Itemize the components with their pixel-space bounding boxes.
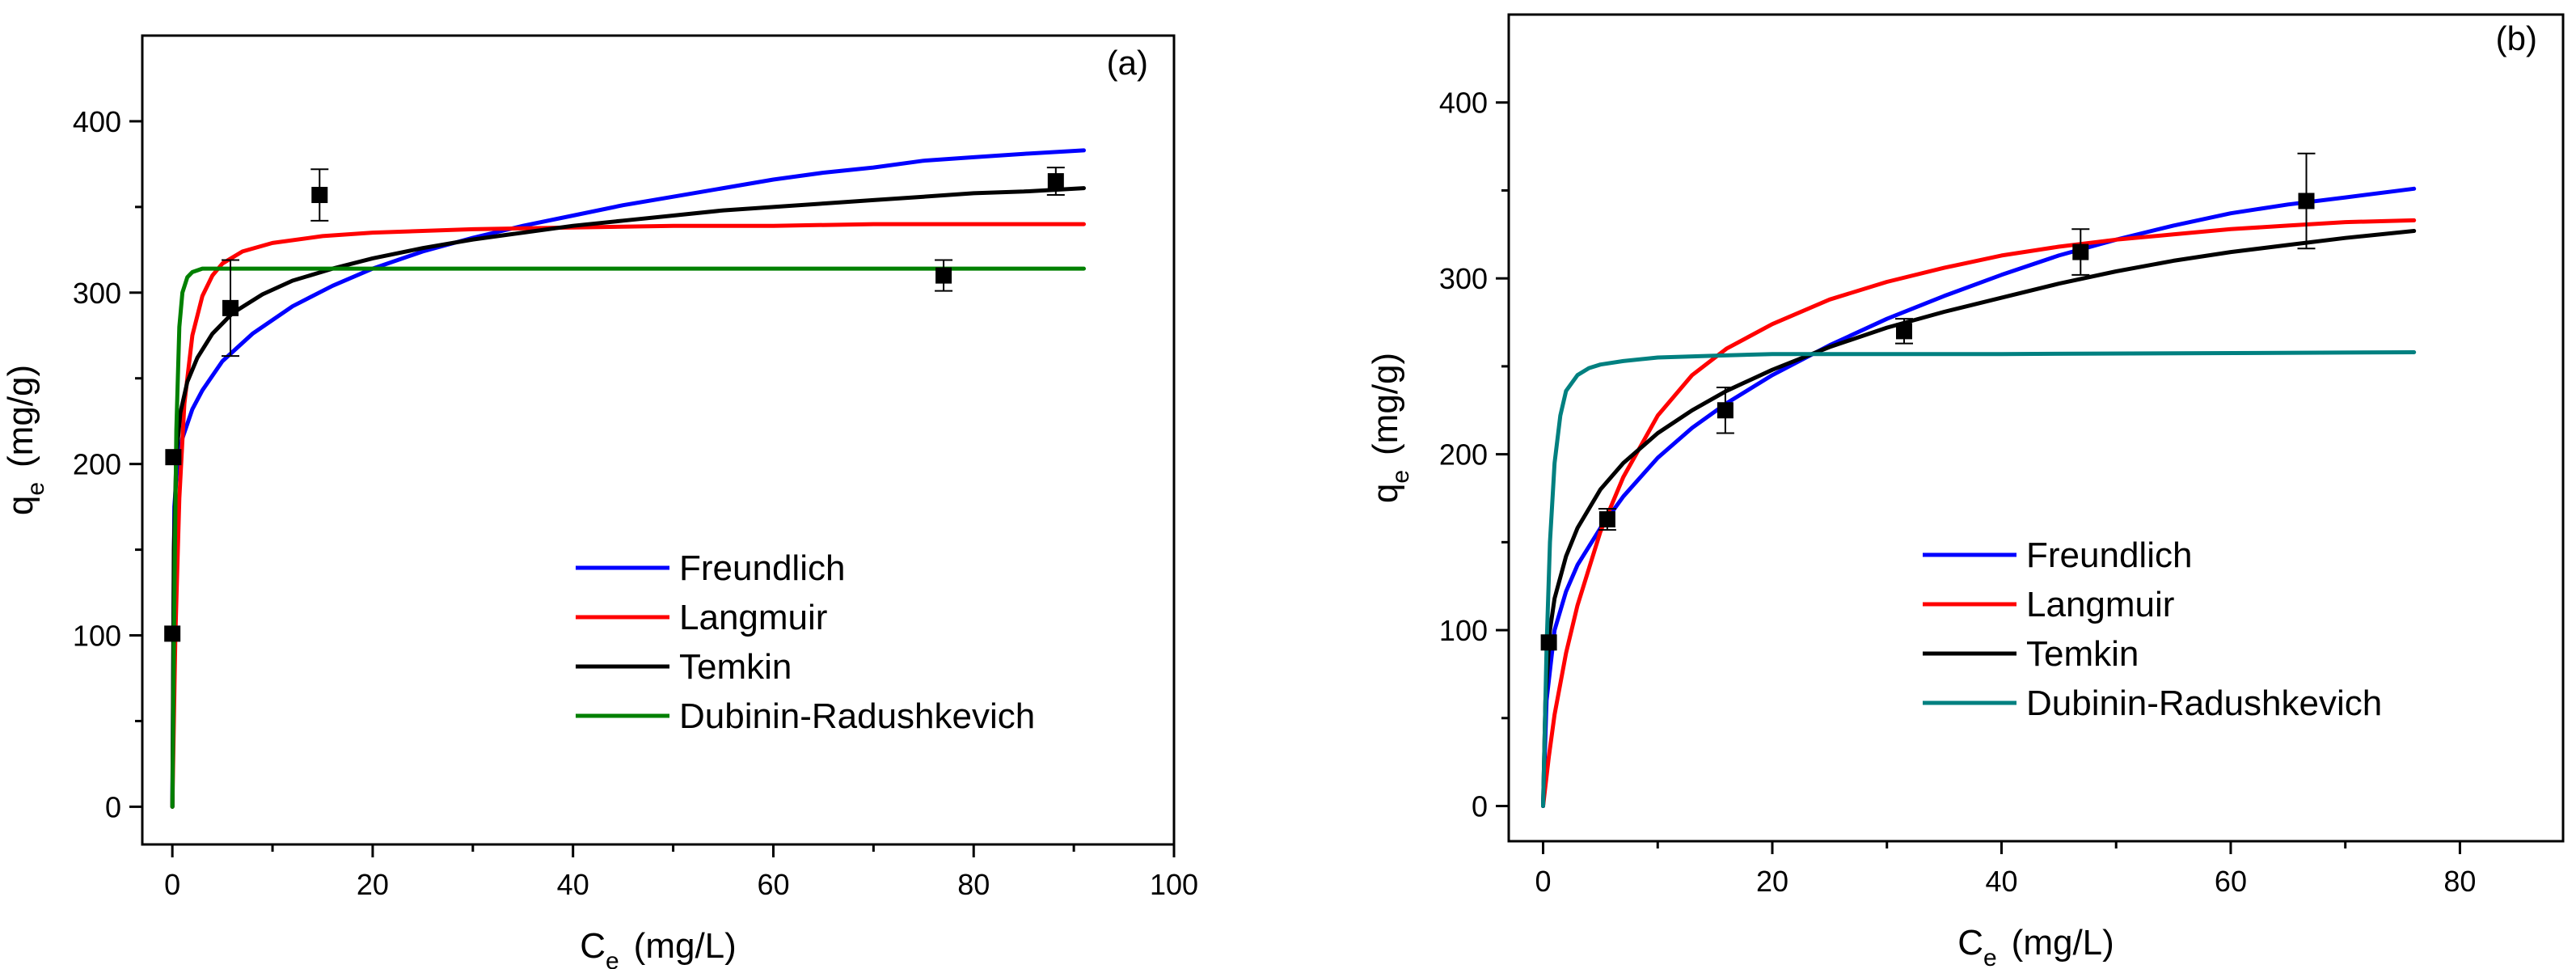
y-axis-title: qe(mg/g) xyxy=(1366,353,1414,503)
y-axis-title: qe(mg/g) xyxy=(1,365,49,515)
y-tick-label: 400 xyxy=(1439,87,1488,120)
legend-label: Langmuir xyxy=(2026,585,2174,624)
legend-label: Dubinin-Radushkevich xyxy=(679,696,1035,736)
data-point xyxy=(222,299,239,316)
chart-panel-a: 0 20 40 60 80 100 0 100 200 300 400 Freundlich Langm… xyxy=(1,34,1198,969)
x-axis-title: Ce (mg/L) xyxy=(1957,923,2114,969)
fit-curve-dubinin-radushkevich xyxy=(170,266,1086,809)
x-tick-label: 60 xyxy=(757,868,789,901)
plot-area xyxy=(1541,186,2417,808)
panel-label: (b) xyxy=(2496,19,2537,57)
x-tick-label: 0 xyxy=(1535,865,1552,898)
x-tick-label: 40 xyxy=(557,868,589,901)
legend-label: Langmuir xyxy=(679,598,827,637)
legend-label: Freundlich xyxy=(2026,535,2192,575)
fit-curve-dubinin-radushkevich xyxy=(1541,350,2417,808)
x-axis-title: Ce (mg/L) xyxy=(580,926,737,969)
fit-curve-langmuir xyxy=(1541,218,2417,808)
y-tick-label: 300 xyxy=(1439,262,1488,295)
y-tick-label: 200 xyxy=(73,448,121,481)
plot-frame xyxy=(141,34,1176,846)
y-tick-label: 100 xyxy=(73,620,121,653)
panel-label: (a) xyxy=(1107,44,1148,82)
data-point xyxy=(1598,511,1615,528)
data-point xyxy=(1896,323,1912,340)
data-point xyxy=(1540,634,1557,651)
y-tick-label: 0 xyxy=(105,790,121,823)
chart-panel-b: 0 20 40 60 80 0 100 200 300 400 Freundlich Langmuir… xyxy=(1366,13,2565,969)
x-tick-label: 60 xyxy=(2215,865,2247,898)
legend-label: Freundlich xyxy=(679,548,845,588)
legend-label: Temkin xyxy=(2026,634,2139,674)
data-point xyxy=(165,449,182,466)
x-tick-label: 100 xyxy=(1150,868,1198,901)
x-tick-label: 80 xyxy=(957,868,990,901)
x-tick-label: 40 xyxy=(1985,865,2017,898)
data-point xyxy=(2298,193,2315,209)
data-point xyxy=(311,187,328,204)
fit-curve-temkin xyxy=(1541,229,2417,808)
y-tick-label: 400 xyxy=(73,105,121,138)
x-tick-label: 80 xyxy=(2443,865,2476,898)
plot-frame xyxy=(1507,13,2565,843)
y-tick-label: 300 xyxy=(73,277,121,310)
y-tick-label: 100 xyxy=(1439,614,1488,647)
y-tick-label: 0 xyxy=(1472,790,1488,823)
legend-label: Dubinin-Radushkevich xyxy=(2026,683,2382,723)
plot-area xyxy=(170,148,1086,809)
legend-label: Temkin xyxy=(679,647,792,687)
data-point xyxy=(1717,402,1734,419)
y-tick-label: 200 xyxy=(1439,438,1488,472)
x-tick-label: 20 xyxy=(1756,865,1788,898)
x-tick-label: 20 xyxy=(357,868,389,901)
data-point xyxy=(935,267,952,284)
data-point xyxy=(2072,243,2089,260)
data-point xyxy=(1047,173,1064,190)
fit-curve-temkin xyxy=(170,186,1086,809)
data-point xyxy=(164,625,181,642)
x-tick-label: 0 xyxy=(164,868,180,901)
